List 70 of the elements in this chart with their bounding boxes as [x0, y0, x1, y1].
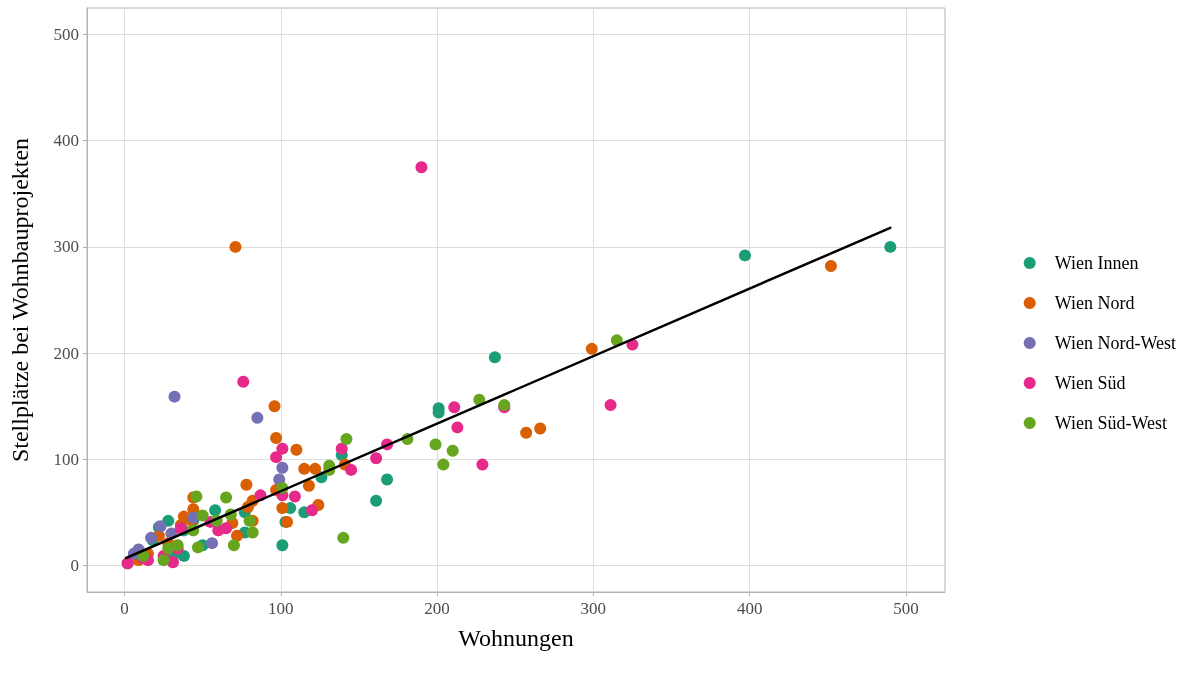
x-tick-label: 100 — [268, 599, 294, 618]
legend-label: Wien Nord-West — [1054, 333, 1177, 353]
point — [276, 461, 289, 474]
point — [270, 432, 283, 445]
point — [302, 479, 315, 492]
point — [585, 342, 598, 355]
legend-label: Wien Süd-West — [1054, 413, 1168, 433]
point — [157, 554, 170, 567]
point — [429, 438, 442, 451]
point — [206, 537, 219, 550]
point — [177, 549, 190, 562]
point — [276, 502, 289, 515]
legend-label: Wien Süd — [1054, 373, 1126, 393]
point — [415, 161, 428, 174]
point — [209, 504, 222, 517]
point — [162, 542, 175, 555]
x-tick-label: 200 — [424, 599, 450, 618]
x-tick-label: 500 — [893, 599, 919, 618]
point — [448, 401, 461, 414]
point — [166, 556, 179, 569]
point — [446, 444, 459, 457]
point — [246, 526, 259, 539]
point — [268, 400, 281, 413]
x-tick-label: 400 — [736, 599, 763, 618]
legend-label: Wien Innen — [1054, 253, 1139, 273]
y-tick-label: 100 — [53, 449, 79, 469]
point — [345, 463, 358, 476]
point — [337, 531, 350, 544]
point — [191, 541, 204, 554]
point — [488, 351, 501, 364]
point — [370, 494, 383, 507]
y-tick-label: 0 — [70, 555, 79, 575]
point — [309, 462, 322, 475]
point — [251, 411, 264, 424]
y-tick-label: 200 — [53, 343, 79, 363]
x-axis-title: Wohnungen — [458, 625, 574, 651]
point — [220, 491, 233, 504]
point — [168, 390, 181, 403]
legend-label: Wien Nord — [1054, 293, 1135, 313]
y-tick-label: 400 — [53, 131, 79, 151]
point — [604, 399, 617, 412]
point — [276, 539, 289, 552]
point — [276, 442, 289, 455]
y-axis-title: Stellplätze bei Wohnbauprojekten — [7, 137, 33, 463]
y-tick-label: 500 — [53, 25, 79, 45]
y-tick-label: 300 — [53, 237, 79, 257]
point — [290, 443, 303, 456]
point — [451, 421, 464, 434]
point — [229, 240, 242, 253]
point — [196, 509, 209, 522]
point — [738, 249, 751, 262]
point — [288, 490, 301, 503]
x-tick-label: 300 — [580, 599, 607, 618]
point — [824, 260, 837, 273]
x-tick-label: 0 — [120, 599, 129, 618]
point — [237, 375, 250, 388]
point — [240, 478, 253, 491]
point — [520, 426, 533, 439]
point — [306, 504, 319, 517]
point — [884, 240, 897, 253]
point — [534, 422, 547, 435]
point — [340, 433, 353, 446]
point — [298, 462, 311, 475]
point — [227, 539, 240, 552]
point — [270, 451, 283, 464]
point — [476, 458, 489, 471]
point — [370, 452, 383, 465]
point — [335, 442, 348, 455]
point — [381, 473, 394, 486]
point — [437, 458, 450, 471]
